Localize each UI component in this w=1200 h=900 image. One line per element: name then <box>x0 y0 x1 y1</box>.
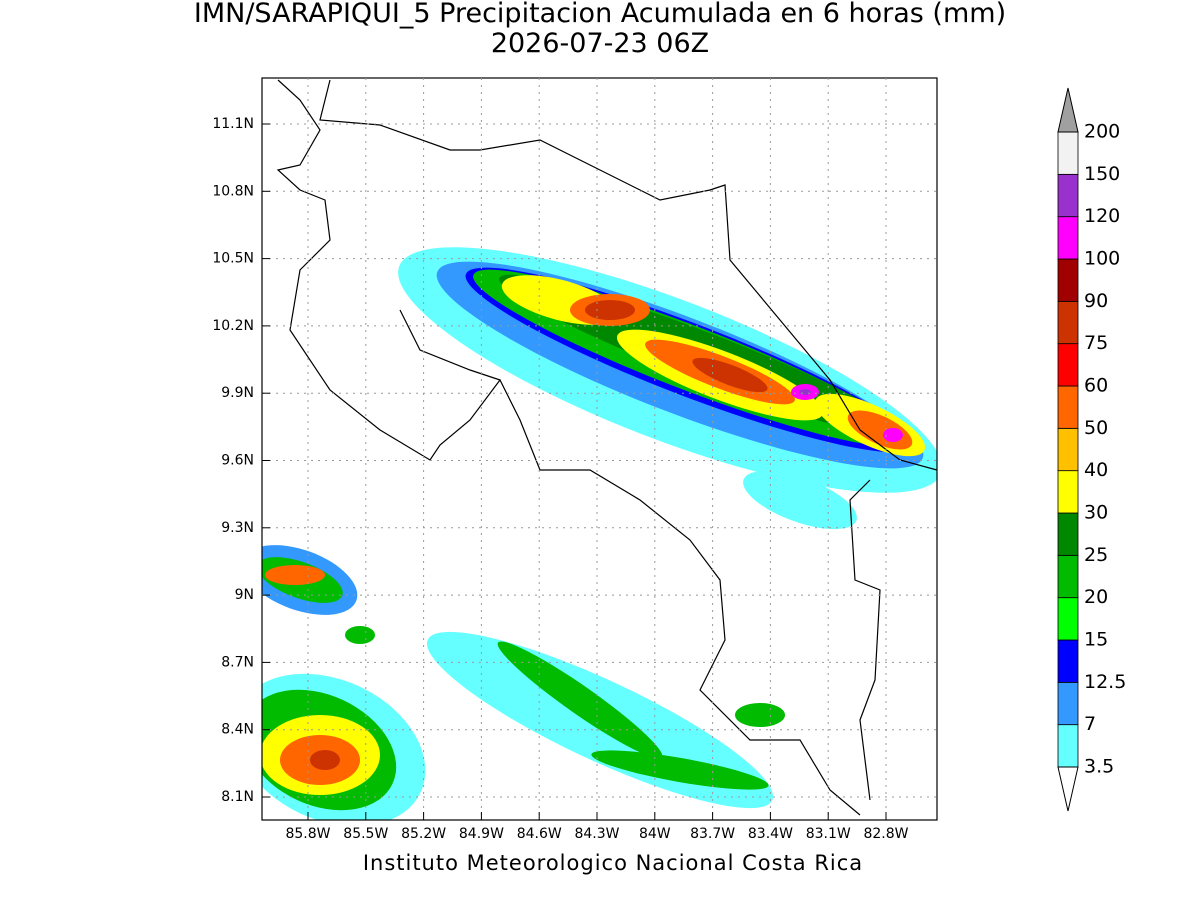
colorbar-swatch <box>1057 216 1079 260</box>
plot-frame <box>261 77 938 821</box>
lat-label: 8.4N <box>221 722 254 738</box>
colorbar-swatch <box>1057 724 1079 768</box>
colorbar-label: 50 <box>1084 417 1108 439</box>
colorbar-swatch <box>1057 385 1079 429</box>
colorbar-label: 200 <box>1084 121 1120 143</box>
colorbar-label: 15 <box>1084 629 1108 651</box>
colorbar-label: 40 <box>1084 459 1108 481</box>
colorbar-label: 20 <box>1084 586 1108 608</box>
colorbar-swatch <box>1057 427 1079 472</box>
colorbar-label: 90 <box>1084 290 1108 312</box>
lat-label: 9.9N <box>221 385 254 401</box>
colorbar-swatch <box>1057 300 1079 345</box>
colorbar-label: 12.5 <box>1084 671 1126 693</box>
lat-label: 10.2N <box>212 318 254 334</box>
coastlines <box>276 79 937 816</box>
colorbar-label: 100 <box>1084 248 1120 270</box>
lon-label: 83.4W <box>748 826 793 842</box>
lat-label: 9.6N <box>221 453 254 469</box>
lat-label: 8.7N <box>221 654 254 670</box>
lat-label: 9N <box>235 587 254 603</box>
lon-label: 84W <box>639 826 671 842</box>
colorbar-swatch <box>1057 639 1079 683</box>
lon-label: 84.9W <box>459 826 504 842</box>
colorbar-swatch <box>1057 470 1079 514</box>
colorbar-label: 150 <box>1084 163 1120 185</box>
lat-label: 9.3N <box>221 520 254 536</box>
colorbar-over <box>1057 87 1079 133</box>
colorbar-swatch <box>1057 681 1079 726</box>
colorbar-label: 120 <box>1084 205 1120 227</box>
colorbar-label: 75 <box>1084 332 1108 354</box>
colorbar-label: 30 <box>1084 502 1108 524</box>
colorbar-under <box>1057 766 1079 812</box>
lon-label: 82.8W <box>863 826 908 842</box>
colorbar-label: 3.5 <box>1084 756 1114 778</box>
lon-label: 83.7W <box>690 826 735 842</box>
lat-label: 8.1N <box>221 789 254 805</box>
credit: Instituto Meteorologico Nacional Costa R… <box>363 851 863 875</box>
lon-label: 85.8W <box>285 826 330 842</box>
colorbar-swatch <box>1057 597 1079 641</box>
colorbar-swatch <box>1057 131 1079 175</box>
title: IMN/SARAPIQUI_5 Precipitacion Acumulada … <box>194 0 1006 29</box>
lon-label: 84.6W <box>517 826 562 842</box>
lon-label: 84.3W <box>574 826 619 842</box>
colorbar-swatch <box>1057 173 1079 218</box>
lon-label: 85.2W <box>401 826 446 842</box>
lat-label: 11.1N <box>212 116 254 132</box>
lon-label: 85.5W <box>343 826 388 842</box>
colorbar-swatch <box>1057 512 1079 556</box>
colorbar-label: 7 <box>1084 713 1096 735</box>
subtitle: 2026-07-23 06Z <box>491 28 709 59</box>
colorbar-label: 25 <box>1084 544 1108 566</box>
lat-label: 10.5N <box>212 251 254 267</box>
precipitation-field <box>262 247 937 820</box>
colorbar-swatch <box>1057 343 1079 387</box>
lon-label: 83.1W <box>806 826 851 842</box>
colorbar-swatch <box>1057 258 1079 302</box>
lat-label: 10.8N <box>212 183 254 199</box>
colorbar-swatch <box>1057 554 1079 599</box>
colorbar-label: 60 <box>1084 375 1108 397</box>
